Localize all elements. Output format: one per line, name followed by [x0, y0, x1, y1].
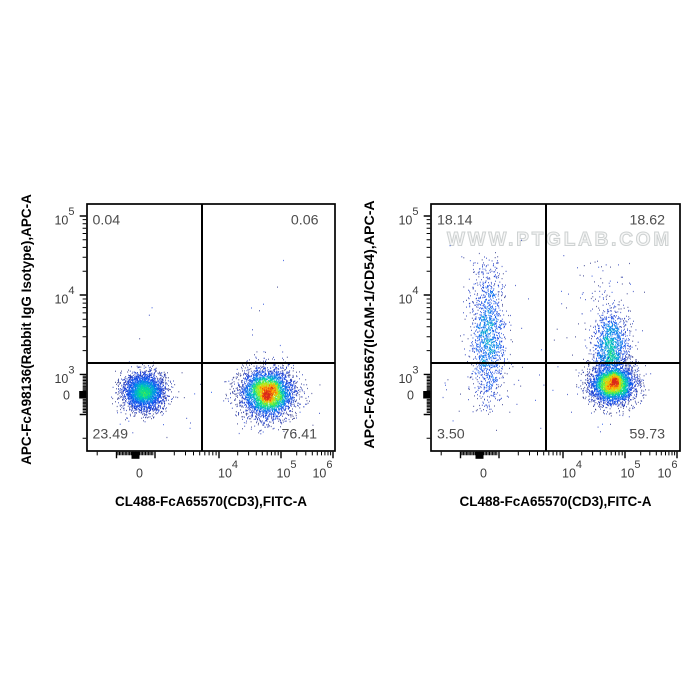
svg-text:CL488-FcA65570(CD3),FITC-A: CL488-FcA65570(CD3),FITC-A — [115, 494, 307, 509]
svg-text:0.04: 0.04 — [93, 213, 121, 229]
svg-text:18.62: 18.62 — [629, 213, 665, 229]
svg-text:0: 0 — [63, 388, 70, 402]
svg-text:0: 0 — [480, 467, 487, 481]
svg-text:76.41: 76.41 — [281, 427, 317, 443]
svg-text:18.14: 18.14 — [437, 213, 473, 229]
svg-text:0: 0 — [407, 388, 414, 402]
svg-text:APC-FcA65567(ICAM-1/CD54),APC-: APC-FcA65567(ICAM-1/CD54),APC-A — [362, 200, 378, 448]
svg-text:3.50: 3.50 — [437, 427, 465, 443]
svg-text:CL488-FcA65570(CD3),FITC-A: CL488-FcA65570(CD3),FITC-A — [459, 494, 651, 509]
svg-text:APC-FcA98136(Rabbit IgG Isotyp: APC-FcA98136(Rabbit IgG Isotype),APC-A — [19, 194, 34, 465]
svg-text:0: 0 — [136, 467, 143, 481]
svg-text:WWW.PTGLAB.COM: WWW.PTGLAB.COM — [447, 230, 672, 251]
svg-text:59.73: 59.73 — [629, 427, 665, 443]
svg-text:0.06: 0.06 — [291, 213, 319, 229]
svg-text:23.49: 23.49 — [93, 427, 129, 443]
